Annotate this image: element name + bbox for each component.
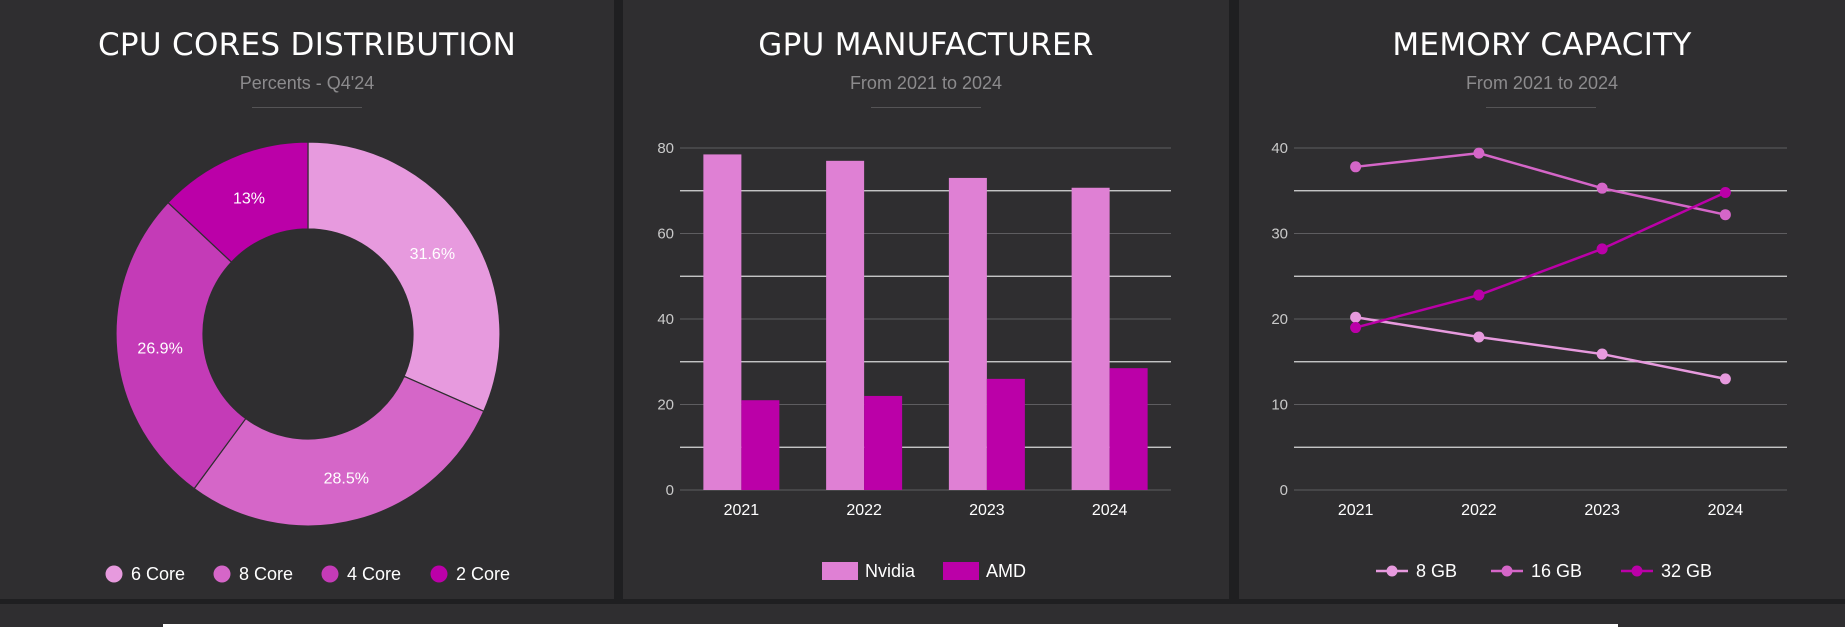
donut-slice-2-core [167,141,309,263]
point-16-gb-2024 [1719,209,1731,221]
gpu-bar-chart: 0 20 40 60 80 2021 2022 2023 2024 Nvidia AMD [657,140,1171,581]
x-tick-label: 2023 [969,502,1005,519]
line-series-32-gb [1355,191,1726,329]
gpu-chart-subtitle: From 2021 to 2024 [849,73,1003,93]
donut-slice-label-8-core: 28.5% [324,470,369,487]
bar-nvidia-2023 [948,177,987,491]
memory-capacity-panel: MEMORY CAPACITY From 2021 to 2024 0 10 20 3… [1239,0,1845,599]
x-tick-label: 2021 [1338,502,1374,519]
gpu-title-divider [871,107,981,108]
bar-nvidia-2021 [703,154,742,490]
point-8-gb-2023 [1596,348,1608,360]
legend-label-8-core: 8 Core [239,564,293,584]
donut-slice-label-2-core: 13% [233,191,265,208]
x-tick-label: 2021 [724,502,760,519]
legend-swatch-6-core [105,565,123,583]
x-tick-label: 2022 [846,502,882,519]
y-tick-label: 0 [666,482,674,499]
y-tick-label: 20 [1271,311,1288,328]
legend-label-32-gb: 32 GB [1661,561,1712,581]
donut-slice-label-6-core: 31.6% [410,246,455,263]
bar-amd-2021 [741,400,780,490]
memory-title-divider [1486,107,1596,108]
y-tick-label: 40 [657,311,674,328]
donut-slice-6-core [307,141,501,413]
legend-label-6-core: 6 Core [131,564,185,584]
bottom-panel-bar [163,624,1618,627]
bottom-panel [0,604,1845,627]
legend-marker-16-gb [1501,565,1513,577]
cpu-chart-title: CPU CORES DISTRIBUTION [97,27,517,63]
point-16-gb-2021 [1350,161,1362,173]
legend-marker-32-gb [1631,565,1643,577]
donut-slice-4-core [115,201,247,490]
point-32-gb-2022 [1473,289,1485,301]
point-8-gb-2021 [1350,311,1362,323]
y-tick-label: 10 [1271,397,1288,414]
point-16-gb-2022 [1473,147,1485,159]
x-tick-label: 2022 [1461,502,1497,519]
legend-swatch-nvidia [822,562,858,580]
x-tick-label: 2024 [1092,502,1128,519]
bar-amd-2024 [1109,368,1148,490]
cpu-donut-chart: 31.6% 28.5% 26.9% 13% 6 Core 8 Core 4 Core 2 Co… [105,141,510,584]
legend-label-4-core: 4 Core [347,564,401,584]
legend-swatch-amd [943,562,979,580]
legend-swatch-4-core [321,565,339,583]
y-tick-label: 40 [1271,140,1288,157]
legend-label-8-gb: 8 GB [1416,561,1457,581]
cpu-title-divider [252,107,362,108]
cpu-cores-panel: CPU CORES DISTRIBUTION Percents - Q4'24 … [0,0,614,599]
point-16-gb-2023 [1596,182,1608,194]
x-tick-label: 2023 [1584,502,1620,519]
gpu-chart-title: GPU MANUFACTURER [758,27,1094,63]
bar-amd-2022 [864,395,903,490]
donut-slice-8-core [193,375,485,527]
point-8-gb-2022 [1473,331,1485,343]
y-tick-label: 60 [657,226,674,243]
point-8-gb-2024 [1719,373,1731,385]
donut-slice-label-4-core: 26.9% [137,341,182,358]
y-tick-label: 80 [657,140,674,157]
y-tick-label: 0 [1280,482,1288,499]
x-tick-label: 2024 [1708,502,1744,519]
legend-swatch-8-core [213,565,231,583]
y-tick-label: 30 [1271,226,1288,243]
legend-marker-8-gb [1386,565,1398,577]
legend-label-16-gb: 16 GB [1531,561,1582,581]
gpu-manufacturer-panel: GPU MANUFACTURER From 2021 to 2024 0 20 40… [623,0,1229,599]
line-series-16-gb [1355,151,1726,216]
legend-label-nvidia: Nvidia [865,561,916,581]
legend-label-amd: AMD [986,561,1026,581]
bar-amd-2023 [986,378,1025,490]
point-32-gb-2021 [1350,322,1362,334]
point-32-gb-2023 [1596,243,1608,255]
cpu-chart-subtitle: Percents - Q4'24 [239,73,375,93]
memory-chart-title: MEMORY CAPACITY [1392,27,1692,63]
memory-chart-subtitle: From 2021 to 2024 [1465,73,1619,93]
legend-swatch-2-core [430,565,448,583]
point-32-gb-2024 [1719,186,1731,198]
bar-nvidia-2024 [1071,187,1110,490]
y-tick-label: 20 [657,397,674,414]
bar-nvidia-2022 [826,160,865,490]
line-series-8-gb [1355,316,1726,381]
memory-line-chart: 0 10 20 30 40 2021 2022 2023 2024 8 GB 16 GB 32 GB [1271,140,1787,581]
legend-label-2-core: 2 Core [456,564,510,584]
